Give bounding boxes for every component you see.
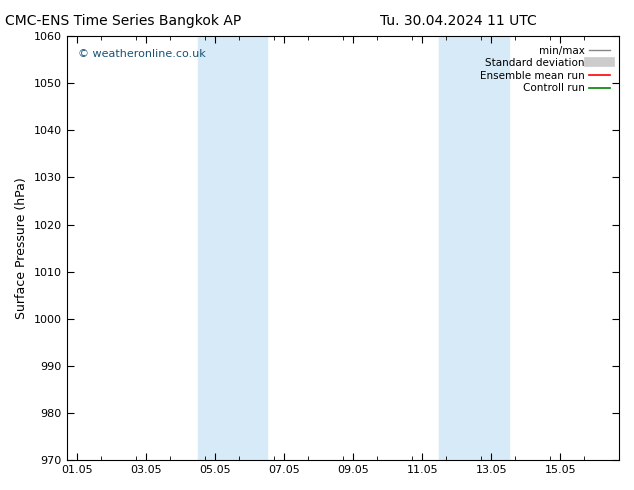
Text: CMC-ENS Time Series Bangkok AP: CMC-ENS Time Series Bangkok AP bbox=[4, 14, 241, 28]
Bar bbox=[198, 36, 267, 460]
Y-axis label: Surface Pressure (hPa): Surface Pressure (hPa) bbox=[15, 177, 28, 319]
Text: © weatheronline.co.uk: © weatheronline.co.uk bbox=[77, 49, 205, 59]
Text: Tu. 30.04.2024 11 UTC: Tu. 30.04.2024 11 UTC bbox=[380, 14, 537, 28]
Bar bbox=[439, 36, 508, 460]
Legend: min/max, Standard deviation, Ensemble mean run, Controll run: min/max, Standard deviation, Ensemble me… bbox=[476, 41, 614, 98]
